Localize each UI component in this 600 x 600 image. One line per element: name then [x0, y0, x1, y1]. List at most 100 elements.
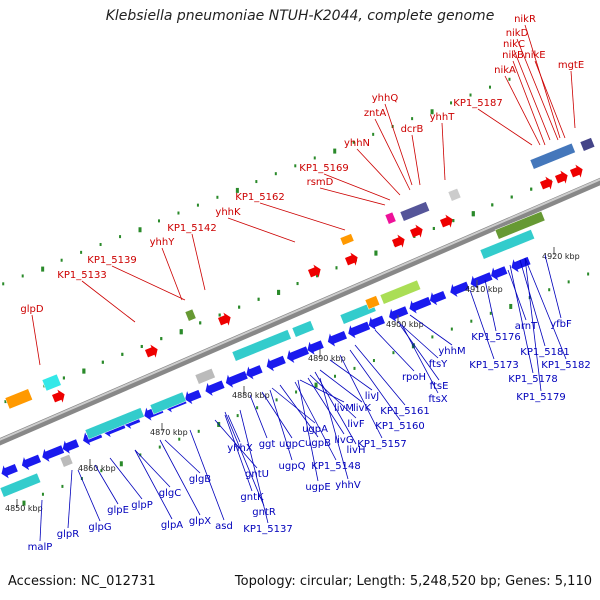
gene-label: rsmD	[307, 177, 334, 188]
leader-line	[249, 394, 268, 439]
gene-arrow	[308, 264, 321, 278]
gene-label: glgB	[189, 474, 211, 485]
gene-label: KP1_5148	[311, 461, 360, 472]
gene-arrow	[287, 346, 309, 363]
genome-backbone	[0, 177, 600, 446]
tick-mark	[452, 219, 455, 223]
leader-line	[109, 457, 143, 500]
tick-mark	[255, 180, 258, 184]
reverse-gene-arrow	[246, 365, 263, 380]
gene-arrow	[307, 340, 324, 355]
tick-mark	[274, 172, 277, 176]
gene-label: KP1_5176	[471, 332, 520, 343]
gene-label: livG	[334, 435, 353, 446]
gene-label: glgC	[159, 488, 181, 499]
leader-line	[224, 414, 253, 492]
leader-line	[524, 257, 567, 360]
leader-line	[374, 118, 411, 191]
reverse-gene-arrow	[21, 454, 42, 471]
gene-label: ugpA	[302, 424, 328, 435]
scale-tick-label: 4850 kbp	[5, 504, 43, 513]
leader-line	[134, 449, 171, 488]
tick-mark	[530, 187, 533, 191]
tick-mark	[353, 366, 356, 370]
gene-label: nikR	[514, 14, 536, 25]
leader-line	[269, 389, 293, 461]
tick-mark	[275, 398, 278, 402]
grey-gene-block	[194, 367, 216, 385]
gene-block	[364, 295, 381, 310]
reverse-gene-arrow	[470, 272, 493, 289]
reverse-gene-arrow	[225, 371, 248, 388]
leader-line	[409, 314, 453, 346]
cyan-gene-block	[231, 329, 292, 362]
tick-mark	[21, 274, 24, 278]
leader-line	[349, 349, 401, 421]
tick-mark	[256, 406, 259, 410]
leader-line	[512, 60, 546, 146]
grey-gene-block	[447, 187, 462, 202]
leader-line	[319, 369, 363, 403]
gene-label: yhhT	[430, 112, 456, 123]
gene-label: ftsX	[428, 394, 447, 405]
tick-mark	[179, 329, 183, 335]
gene-arrow	[392, 234, 405, 248]
tick-mark	[235, 187, 239, 193]
reverse-gene-arrow	[62, 439, 80, 454]
tick-mark	[82, 368, 86, 374]
olive-gene-block	[494, 210, 546, 240]
leader-line	[509, 264, 534, 374]
gene-label: ftsE	[430, 381, 449, 392]
forward-gene-arrow	[145, 344, 158, 358]
reverse-gene-arrow	[307, 340, 324, 355]
leader-line	[294, 381, 337, 461]
gene-label: nikA	[494, 65, 516, 76]
leader-line	[239, 409, 269, 524]
tick-mark	[157, 219, 160, 223]
feature-layer	[0, 137, 596, 498]
leader-line	[570, 70, 576, 129]
leader-line	[297, 379, 319, 482]
tick-mark	[509, 303, 513, 309]
leader-line	[299, 379, 345, 403]
tick-mark	[450, 327, 453, 331]
gene-label: yfbF	[550, 319, 572, 330]
gene-arrow	[42, 445, 65, 462]
cyan-gene-block	[479, 229, 536, 260]
gene-label: yhhY	[150, 237, 176, 248]
tick-mark	[100, 469, 103, 473]
leader-line	[504, 75, 541, 146]
gene-label: glpX	[189, 516, 211, 527]
leader-line	[39, 499, 43, 542]
gene-block	[579, 137, 596, 152]
gene-label: livM	[334, 403, 354, 414]
gene-label: KP1_5169	[299, 163, 348, 174]
cyan-gene-block	[149, 391, 187, 415]
gene-arrow	[225, 371, 248, 388]
reverse-gene-arrow	[327, 331, 347, 347]
leader-line	[134, 449, 173, 520]
leader-line	[81, 280, 136, 323]
gene-arrow	[266, 355, 286, 372]
gene-block	[479, 229, 536, 260]
gene-label: yhhX	[227, 443, 253, 454]
tick-mark	[140, 344, 143, 348]
tick-mark	[510, 195, 513, 199]
tick-mark	[335, 266, 338, 270]
tick-mark	[158, 445, 161, 449]
gene-label: yhhM	[438, 346, 465, 357]
leader-line	[354, 344, 406, 406]
gene-block	[384, 211, 397, 225]
tick-mark	[314, 382, 318, 388]
tick-mark	[296, 282, 299, 286]
tick-mark	[431, 335, 434, 339]
gene-arrow	[555, 170, 568, 184]
scale-tick-label: 4890 kbp	[308, 354, 346, 363]
leader-line	[67, 469, 73, 529]
gene-arrow	[429, 290, 447, 306]
gene-label: nikD	[506, 28, 529, 39]
leader-line	[189, 429, 225, 521]
leader-line	[261, 391, 293, 439]
reverse-gene-arrow	[450, 281, 470, 298]
navy-gene-block	[579, 137, 596, 152]
